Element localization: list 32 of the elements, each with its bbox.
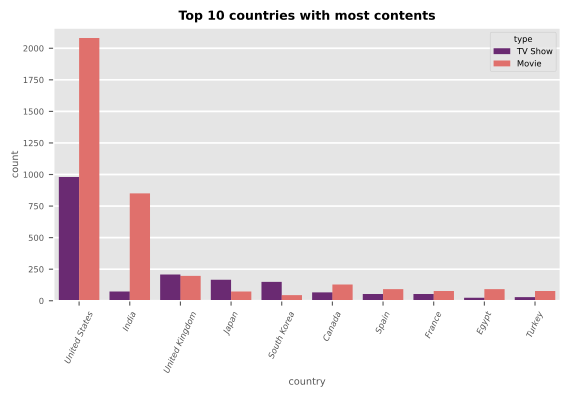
bar [332,284,353,301]
x-tick-label: India [122,310,136,332]
bar [484,289,505,301]
y-tick-label: 500 [28,234,44,241]
y-tick-label: 1750 [24,76,44,84]
legend-label: TV Show [516,48,552,54]
bar [312,292,332,301]
bar [535,291,556,301]
bar [109,292,130,301]
chart-title: Top 10 countries with most contents [178,10,436,22]
y-tick-label: 2000 [23,45,44,52]
bar [130,193,150,301]
legend-label: Movie [518,60,542,66]
bar [160,274,180,301]
x-axis-title: country [289,378,326,387]
y-tick-label: 1500 [24,108,44,115]
bar [434,291,454,301]
bar [383,289,404,301]
bar [231,292,252,301]
y-tick-label: 750 [28,203,44,210]
bar [58,177,80,301]
legend-title: type [514,36,532,44]
bar [261,282,282,301]
bar [210,280,232,301]
y-tick-label: 250 [28,266,44,272]
y-axis-title: count [11,150,18,178]
y-tick-label: 0 [39,298,44,304]
bar [180,276,201,301]
y-tick-label: 1000 [24,171,44,178]
x-tick-label: Spain [374,310,392,335]
bar [79,38,100,301]
y-tick-label: 1250 [24,140,44,146]
